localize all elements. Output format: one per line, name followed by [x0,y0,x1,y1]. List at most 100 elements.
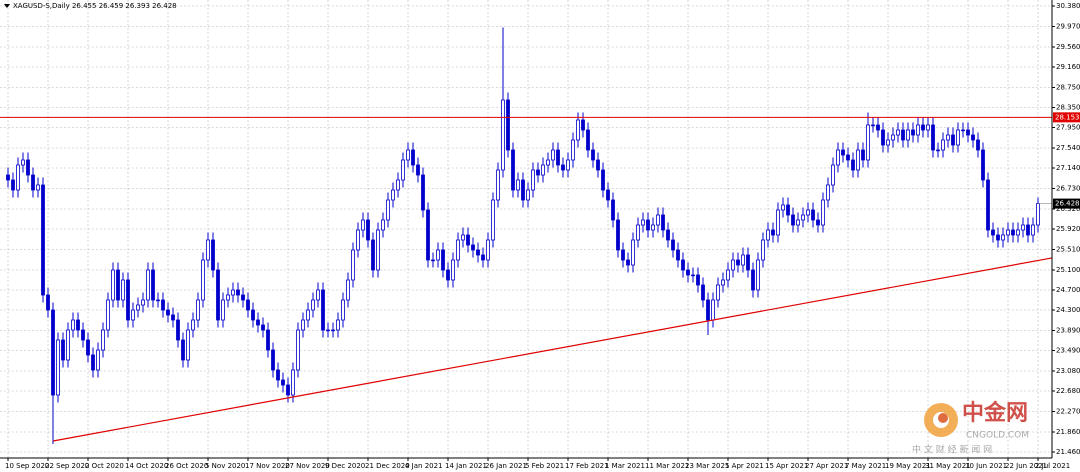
candle-body [541,164,545,176]
y-tick-label: 25.920 [1056,225,1080,233]
x-tick-label: 14 Oct 2020 [125,462,168,470]
candle-body [556,149,560,166]
candle-body [496,169,500,201]
candle-body [1021,224,1025,231]
candle-body [441,249,445,271]
candle-body [351,249,355,281]
candle-body [161,299,165,311]
candle-body [281,379,285,386]
candle-body [486,239,490,261]
candle-body [806,209,810,216]
y-tick-label: 29.970 [1056,23,1080,31]
candle-body [691,274,695,277]
candle-body [166,309,170,316]
candle-body [66,329,70,361]
candle-body [841,149,845,156]
candle-body [31,174,35,191]
candle-body [951,134,955,146]
candle-body [431,259,435,262]
candle-body [721,279,725,286]
candle-body [731,259,735,271]
y-tick-label: 30.380 [1056,2,1080,10]
candle-body [671,239,675,251]
candle-body [346,279,350,301]
candle-body [16,164,20,191]
candle-body [686,269,690,276]
candle-body [871,124,875,127]
candle-body [181,339,185,361]
candle-body [906,129,910,141]
candle-body [666,229,670,241]
candle-body [391,189,395,201]
candle-body [491,199,495,241]
candle-body [111,269,115,301]
y-tick-label: 25.510 [1056,246,1080,254]
x-tick-label: 1 Mar 2021 [605,462,645,470]
candle-body [316,289,320,301]
level-label-box [1053,112,1080,123]
candle-body [256,319,260,326]
candle-body [571,139,575,161]
candle-body [416,164,420,176]
candle-body [636,224,640,241]
candle-body [831,164,835,186]
candle-body [736,259,740,266]
candle-body [296,329,300,371]
candle-body [546,159,550,166]
x-tick-label: 22 Sep 2020 [45,462,89,470]
candle-body [326,329,330,332]
candle-body [76,319,80,331]
candle-body [41,184,45,296]
candle-body [706,299,710,321]
candle-body [621,249,625,261]
candle-body [921,124,925,131]
y-tick-label: 23.490 [1056,347,1080,355]
grid [0,0,1052,458]
candle-body [6,174,10,181]
candle-body [271,349,275,371]
candle-body [21,159,25,166]
candle-body [601,169,605,191]
candle-body [406,149,410,161]
candle-body [131,309,135,321]
candle-body [411,149,415,166]
candle-body [1006,229,1010,236]
candle-body [1026,224,1030,236]
candle-body [236,289,240,296]
candle-body [716,284,720,301]
candle-body [56,339,60,396]
x-tick-label: 10 Sep 2020 [5,462,49,470]
candle-body [711,299,715,321]
candle-body [421,174,425,211]
x-tick-label: 5 Apr 2021 [725,462,764,470]
x-tick-label: 26 Jan 2021 [485,462,527,470]
x-tick-label: 2 Oct 2020 [85,462,124,470]
title-marker [4,4,10,8]
candle-body [451,259,455,281]
x-tick-label: 27 Nov 2020 [285,462,330,470]
y-tick-label: 22.270 [1056,408,1080,416]
x-tick-label: 27 Apr 2021 [805,462,848,470]
candle-body [551,149,555,161]
candle-body [156,299,160,302]
candle-body [876,124,880,131]
candle-body [516,179,520,191]
candle-body [761,239,765,261]
y-tick-label: 27.540 [1056,144,1080,152]
candle-body [791,214,795,226]
candle-body [846,154,850,161]
x-tick-label: 5 Nov 2020 [205,462,245,470]
y-tick-label: 27.950 [1056,124,1080,132]
candle-body [606,189,610,201]
candle-body [466,234,470,246]
candle-body [336,319,340,331]
x-tick-label: 5 Feb 2021 [525,462,564,470]
candle-body [836,149,840,166]
candle-body [816,219,820,226]
candle-body [231,289,235,296]
watermark: 中金网 CNGOLD.COM 中 文 财 经 新 闻 网 [912,400,1029,456]
candle-body [191,319,195,331]
candle-body [901,129,905,141]
candle-body [91,354,95,371]
y-tick-label: 27.140 [1056,164,1080,172]
